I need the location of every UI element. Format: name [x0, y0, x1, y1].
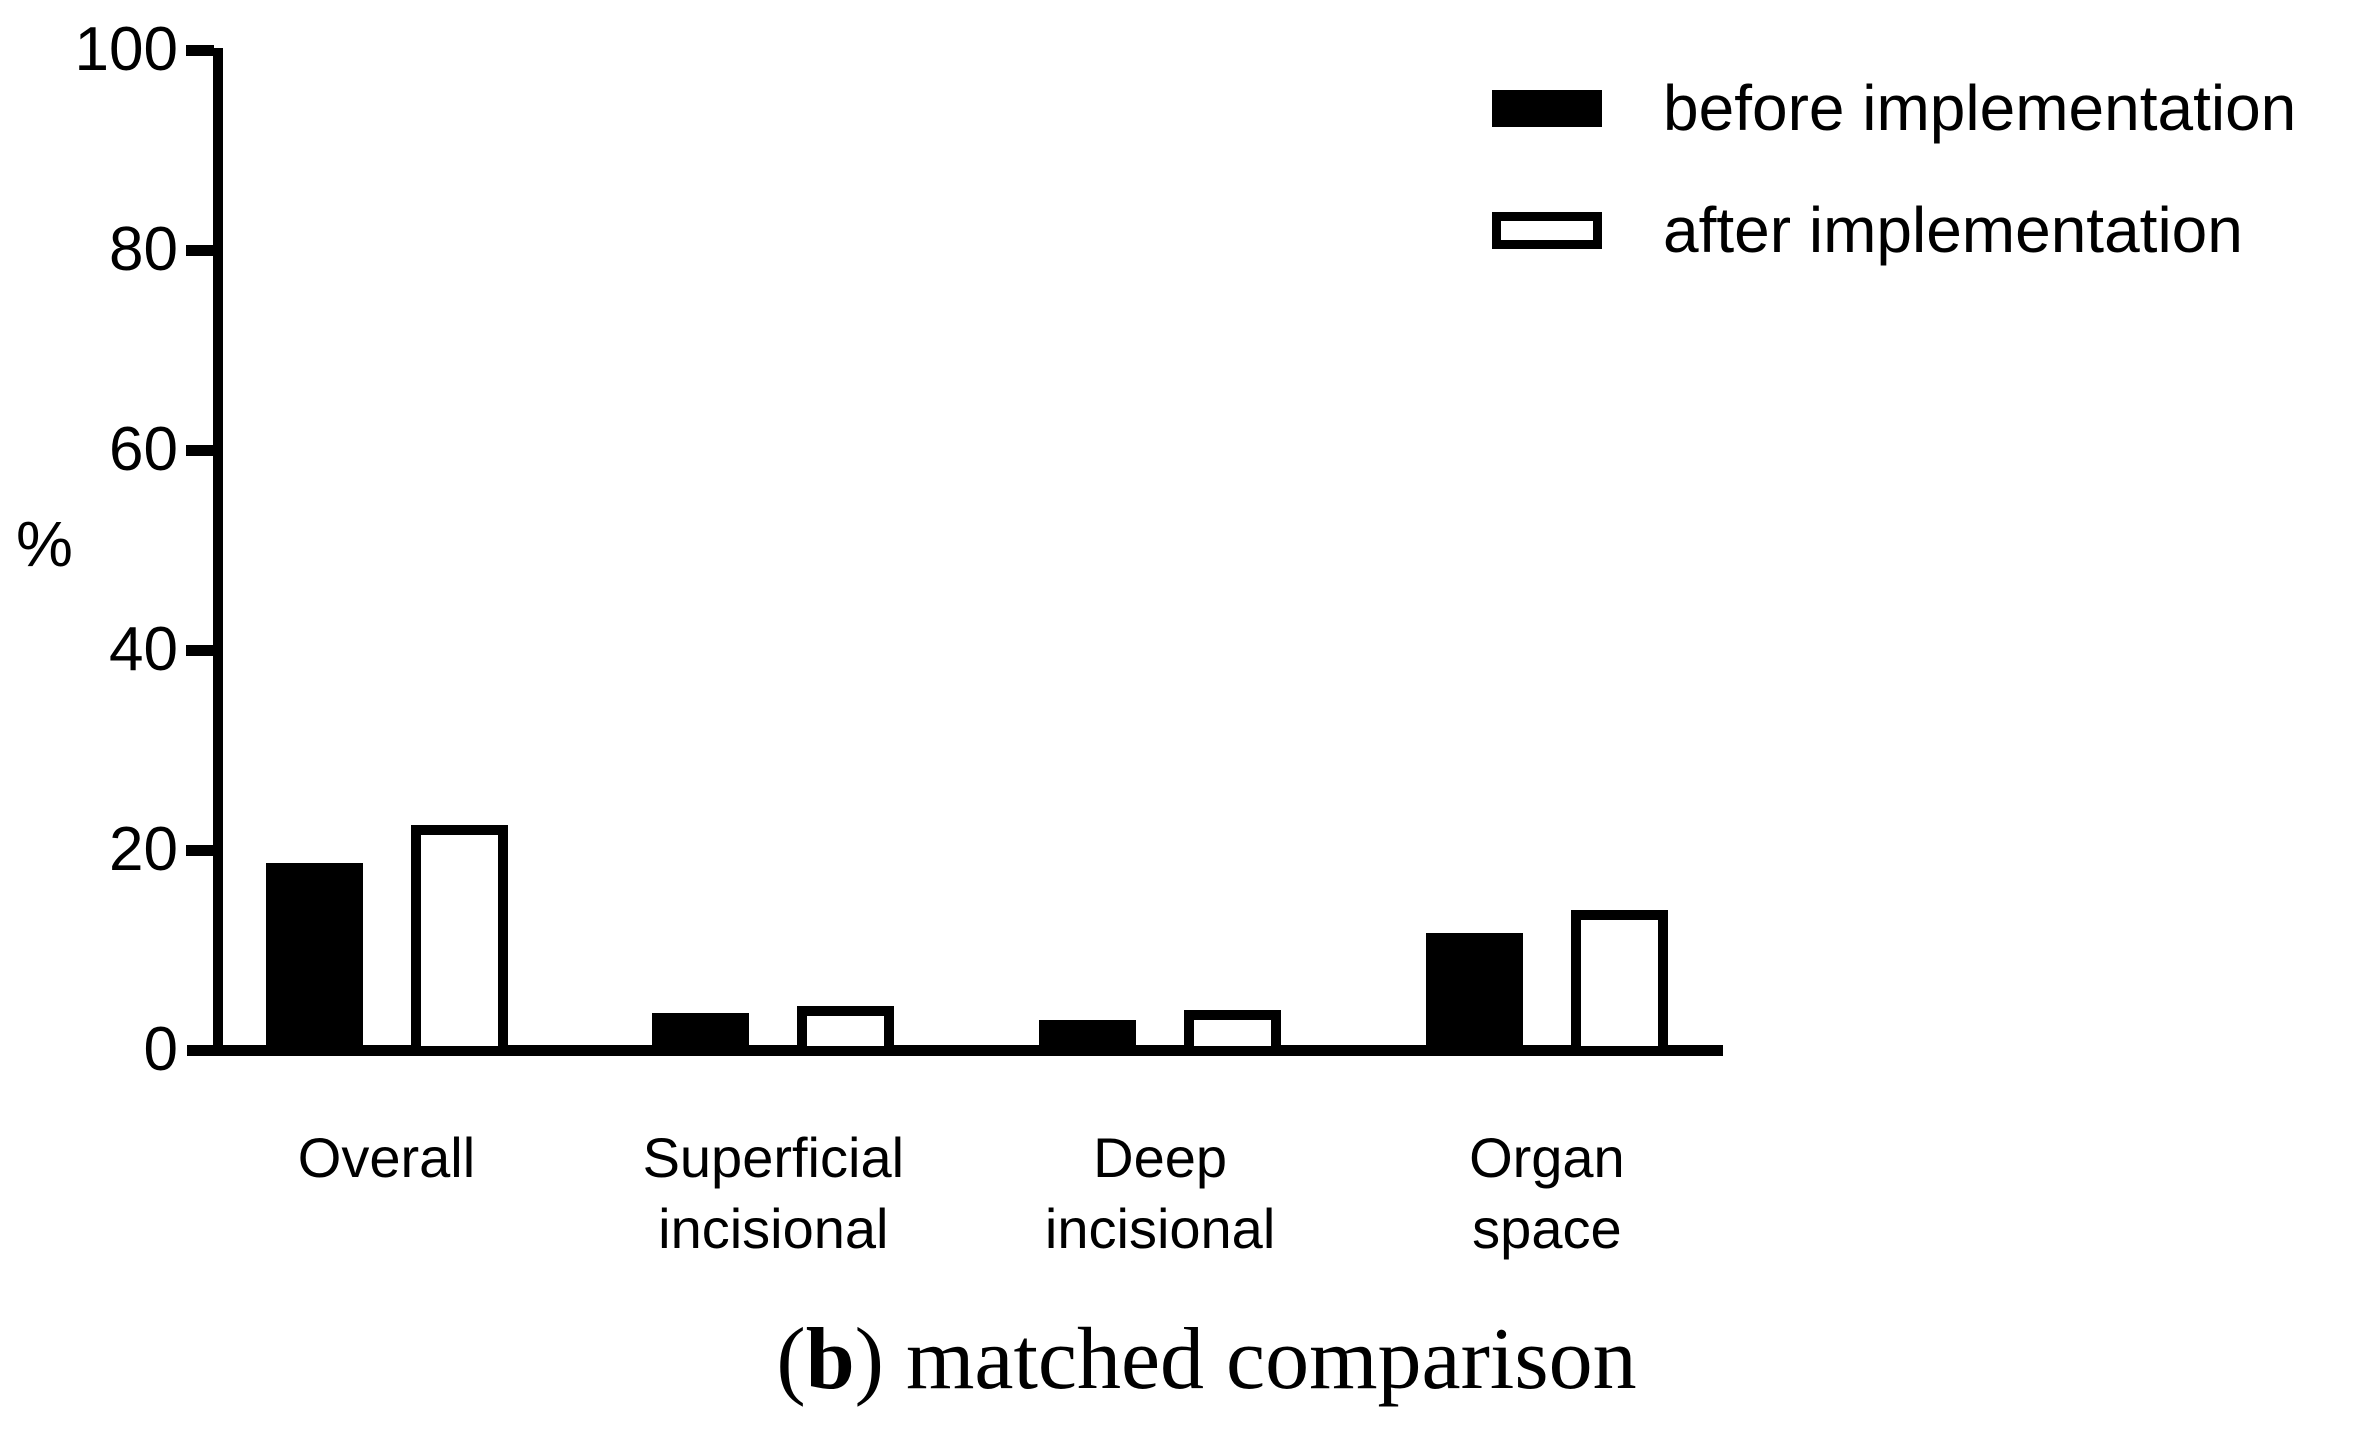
y-tick-mark	[186, 445, 214, 456]
category-label-line: incisional	[1044, 1197, 1276, 1260]
y-tick-label: 20	[109, 815, 178, 884]
figure-caption: (b) matched comparison	[0, 1308, 2373, 1412]
y-axis-label: %	[16, 508, 73, 580]
category-label-line: Organ	[1469, 1126, 1625, 1189]
category-label-line: space	[1472, 1197, 1622, 1260]
category-label-line: incisional	[658, 1197, 889, 1260]
legend-item-before: before implementation	[1492, 70, 2296, 146]
bar-after-implementation	[1570, 910, 1668, 1056]
before-swatch-icon	[1492, 89, 1602, 127]
y-tick-label: 100	[74, 15, 178, 84]
y-tick-mark	[186, 845, 214, 856]
y-tick-mark	[186, 645, 214, 656]
category-label: Organ space	[1327, 1122, 1767, 1264]
bar-before-implementation	[265, 863, 363, 1056]
bar-after-implementation	[797, 1006, 895, 1056]
y-tick-mark	[186, 45, 214, 56]
x-axis-line	[187, 1045, 1723, 1056]
bar-before-implementation	[1039, 1020, 1137, 1056]
bar-after-implementation	[410, 825, 508, 1056]
bar-before-implementation	[1425, 933, 1523, 1056]
legend-item-after: after implementation	[1492, 192, 2243, 268]
y-tick-label: 60	[109, 415, 178, 484]
legend-label-before: before implementation	[1663, 72, 2297, 144]
y-tick-mark	[186, 245, 214, 256]
category-label-line: Superficial	[642, 1126, 905, 1189]
category-label-line: Deep	[1093, 1126, 1228, 1189]
caption-bold-letter: b	[805, 1311, 855, 1408]
category-label-line: Overall	[297, 1126, 476, 1189]
y-axis-line	[213, 48, 223, 1056]
legend-label-after: after implementation	[1663, 194, 2243, 266]
bar-before-implementation	[652, 1013, 750, 1056]
category-label: Overall	[167, 1122, 607, 1193]
y-tick-label: 40	[109, 615, 178, 684]
after-swatch-icon	[1492, 211, 1602, 249]
y-tick-label: 80	[109, 215, 178, 284]
bar-after-implementation	[1184, 1010, 1282, 1056]
caption-pre: (	[776, 1311, 806, 1408]
caption-post: ) matched comparison	[854, 1311, 1637, 1408]
category-label: Deep incisional	[940, 1122, 1380, 1264]
y-tick-label: 0	[143, 1015, 178, 1084]
category-label: Superficial incisional	[553, 1122, 993, 1264]
